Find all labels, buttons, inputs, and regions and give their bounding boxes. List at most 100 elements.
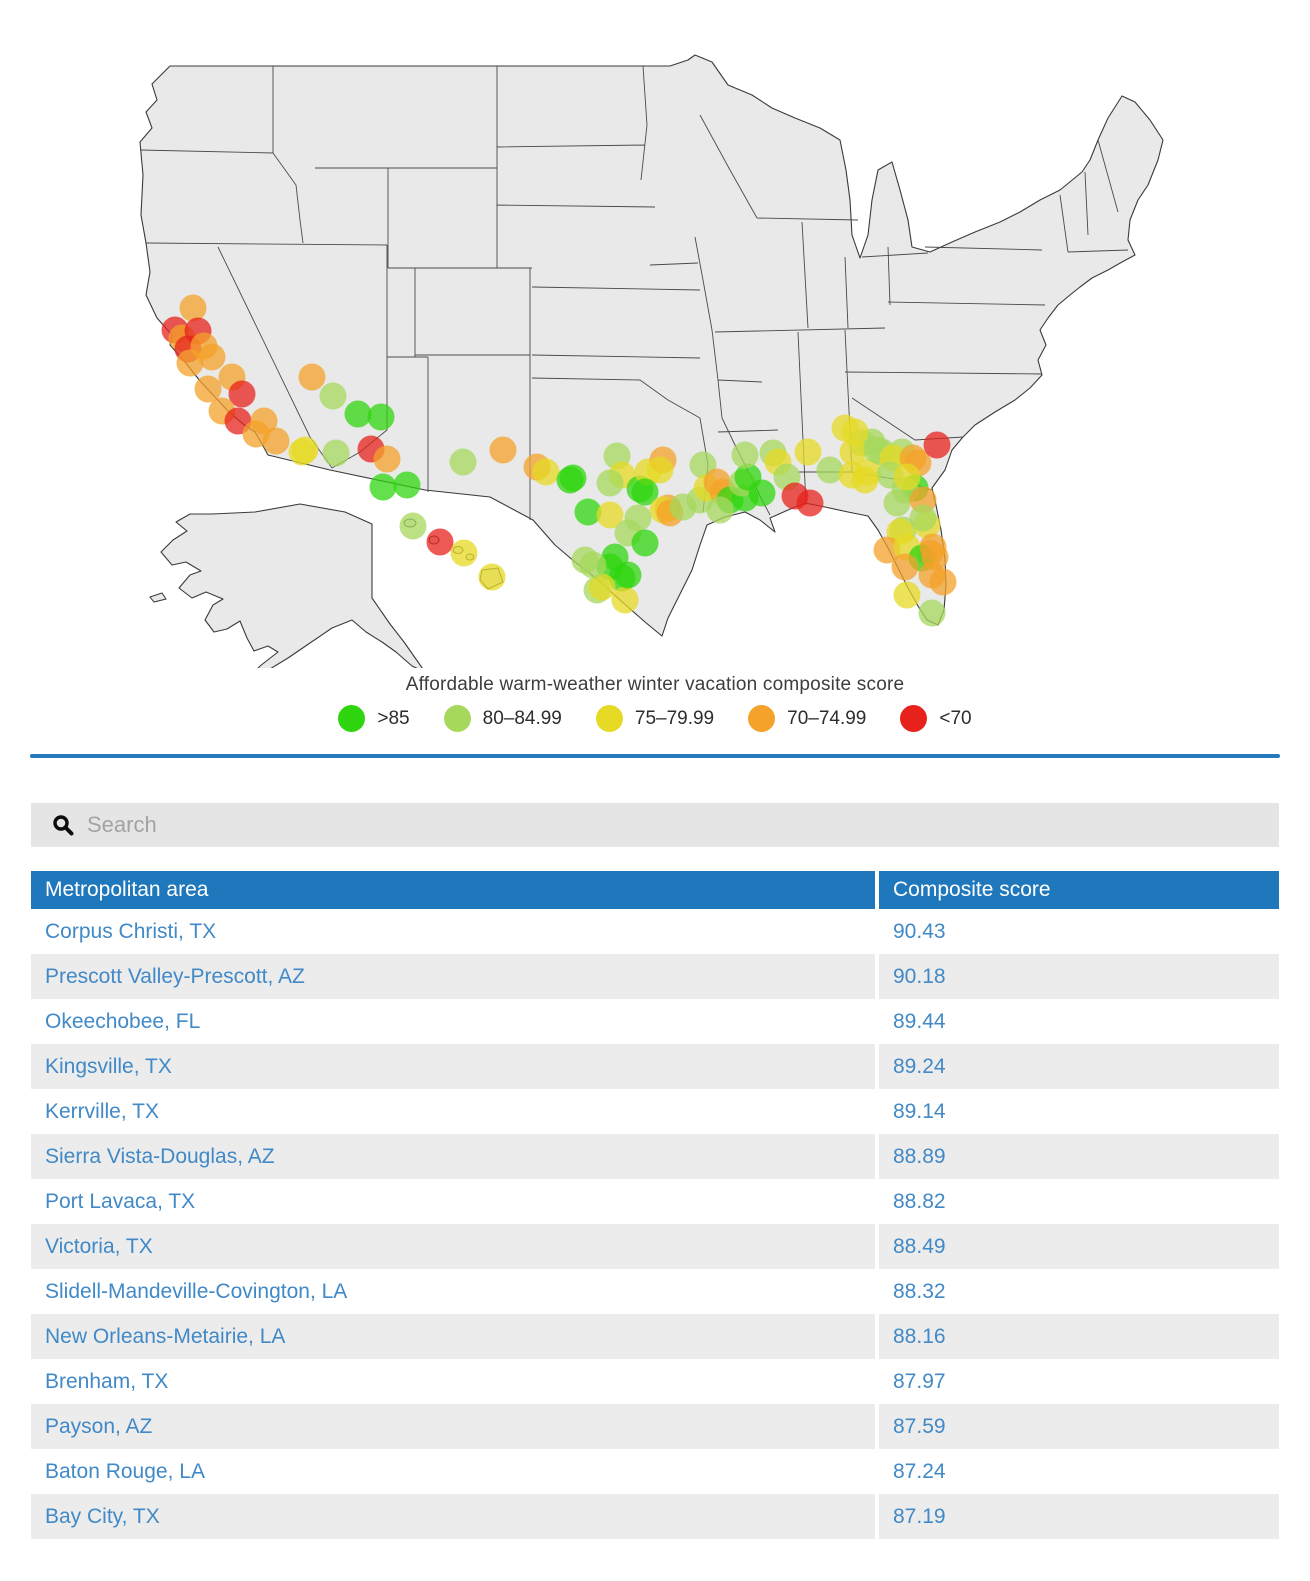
composite-score-cell: 87.19 (879, 1494, 1279, 1539)
table-row[interactable]: Payson, AZ 87.59 (31, 1404, 1279, 1449)
score-dot[interactable] (369, 473, 397, 501)
metro-area-cell[interactable]: Sierra Vista-Douglas, AZ (31, 1134, 875, 1179)
score-dot[interactable] (891, 553, 919, 581)
score-dot[interactable] (624, 504, 652, 532)
table-row[interactable]: Prescott Valley-Prescott, AZ 90.18 (31, 954, 1279, 999)
score-dot[interactable] (893, 581, 921, 609)
metro-area-cell[interactable]: Okeechobee, FL (31, 999, 875, 1044)
metro-area-cell[interactable]: Payson, AZ (31, 1404, 875, 1449)
metro-area-cell[interactable]: Prescott Valley-Prescott, AZ (31, 954, 875, 999)
search-input[interactable] (85, 811, 1267, 839)
score-dot[interactable] (851, 466, 879, 494)
score-dot[interactable] (179, 294, 207, 322)
score-dot[interactable] (873, 536, 901, 564)
score-dot[interactable] (262, 427, 290, 455)
score-dot[interactable] (574, 498, 602, 526)
table-row[interactable]: Baton Rouge, LA 87.24 (31, 1449, 1279, 1494)
table-row[interactable]: Brenham, TX 87.97 (31, 1359, 1279, 1404)
score-dot[interactable] (367, 403, 395, 431)
table-body: Corpus Christi, TX 90.43 Prescott Valley-P… (31, 909, 1279, 1539)
score-dot[interactable] (344, 400, 372, 428)
scores-table: Metropolitan area Composite score Corpus… (31, 871, 1279, 1539)
legend-label: <70 (939, 707, 972, 729)
score-dot[interactable] (706, 496, 734, 524)
score-dot[interactable] (478, 563, 506, 591)
score-dot[interactable] (449, 448, 477, 476)
composite-score-cell: 87.59 (879, 1404, 1279, 1449)
column-header-metro-area[interactable]: Metropolitan area (31, 871, 875, 909)
column-header-composite-score[interactable]: Composite score (879, 871, 1279, 909)
score-dot[interactable] (291, 436, 319, 464)
metro-area-cell[interactable]: Slidell-Mandeville-Covington, LA (31, 1269, 875, 1314)
score-dot[interactable] (596, 501, 624, 529)
score-dot[interactable] (556, 466, 584, 494)
legend-dot-icon (900, 705, 928, 732)
legend-item-o: 70–74.99 (748, 705, 866, 732)
table-row[interactable]: Port Lavaca, TX 88.82 (31, 1179, 1279, 1224)
score-dot[interactable] (198, 343, 226, 371)
metro-area-cell[interactable]: Port Lavaca, TX (31, 1179, 875, 1224)
legend-item-y: 75–79.99 (595, 705, 714, 732)
score-dot[interactable] (393, 471, 421, 499)
score-dot[interactable] (929, 568, 957, 596)
metro-area-cell[interactable]: Corpus Christi, TX (31, 909, 875, 954)
score-dot[interactable] (614, 561, 642, 589)
score-dot[interactable] (631, 529, 659, 557)
metro-area-cell[interactable]: Kerrville, TX (31, 1089, 875, 1134)
score-dot[interactable] (588, 573, 616, 601)
score-dot[interactable] (918, 599, 946, 627)
score-dot[interactable] (839, 438, 867, 466)
score-dot[interactable] (399, 512, 427, 540)
composite-score-cell: 88.32 (879, 1269, 1279, 1314)
score-dot[interactable] (426, 528, 454, 556)
score-dot[interactable] (489, 436, 517, 464)
metro-area-cell[interactable]: Baton Rouge, LA (31, 1449, 875, 1494)
score-dot[interactable] (731, 441, 759, 469)
score-dot[interactable] (322, 439, 350, 467)
score-dot[interactable] (373, 445, 401, 473)
metro-area-cell[interactable]: Brenham, TX (31, 1359, 875, 1404)
score-dot[interactable] (298, 363, 326, 391)
table-row[interactable]: Corpus Christi, TX 90.43 (31, 909, 1279, 954)
table-row[interactable]: Kerrville, TX 89.14 (31, 1089, 1279, 1134)
score-dot[interactable] (646, 456, 674, 484)
score-dot[interactable] (883, 489, 911, 517)
score-dot[interactable] (450, 539, 478, 567)
metro-area-cell[interactable]: Bay City, TX (31, 1494, 875, 1539)
metro-area-cell[interactable]: Kingsville, TX (31, 1044, 875, 1089)
score-dot[interactable] (194, 375, 222, 403)
score-dot[interactable] (921, 543, 949, 571)
score-dot[interactable] (176, 349, 204, 377)
table-row[interactable]: Slidell-Mandeville-Covington, LA 88.32 (31, 1269, 1279, 1314)
score-dot[interactable] (319, 382, 347, 410)
score-dot[interactable] (532, 458, 560, 486)
table-row[interactable]: Sierra Vista-Douglas, AZ 88.89 (31, 1134, 1279, 1179)
composite-score-cell: 88.82 (879, 1179, 1279, 1224)
metro-area-cell[interactable]: Victoria, TX (31, 1224, 875, 1269)
table-row[interactable]: New Orleans-Metairie, LA 88.16 (31, 1314, 1279, 1359)
map-legend: Affordable warm-weather winter vacation … (0, 674, 1310, 732)
table-row[interactable]: Bay City, TX 87.19 (31, 1494, 1279, 1539)
score-dot[interactable] (893, 463, 921, 491)
score-dot[interactable] (796, 489, 824, 517)
table-row[interactable]: Okeechobee, FL 89.44 (31, 999, 1279, 1044)
score-dot[interactable] (923, 431, 951, 459)
table-row[interactable]: Kingsville, TX 89.24 (31, 1044, 1279, 1089)
composite-score-cell: 90.18 (879, 954, 1279, 999)
score-dot[interactable] (794, 438, 822, 466)
score-dot[interactable] (909, 504, 937, 532)
state-shapes (139, 54, 1164, 668)
score-dot[interactable] (841, 418, 869, 446)
metro-area-cell[interactable]: New Orleans-Metairie, LA (31, 1314, 875, 1359)
usa-map-svg (139, 54, 1164, 668)
score-dot[interactable] (631, 478, 659, 506)
table-row[interactable]: Victoria, TX 88.49 (31, 1224, 1279, 1269)
legend-dot-icon (748, 705, 776, 732)
score-dot[interactable] (579, 551, 607, 579)
score-dot[interactable] (816, 456, 844, 484)
search-bar[interactable] (31, 803, 1279, 847)
score-dot[interactable] (596, 469, 624, 497)
score-dot[interactable] (611, 586, 639, 614)
score-dot[interactable] (748, 479, 776, 507)
score-dot[interactable] (228, 380, 256, 408)
